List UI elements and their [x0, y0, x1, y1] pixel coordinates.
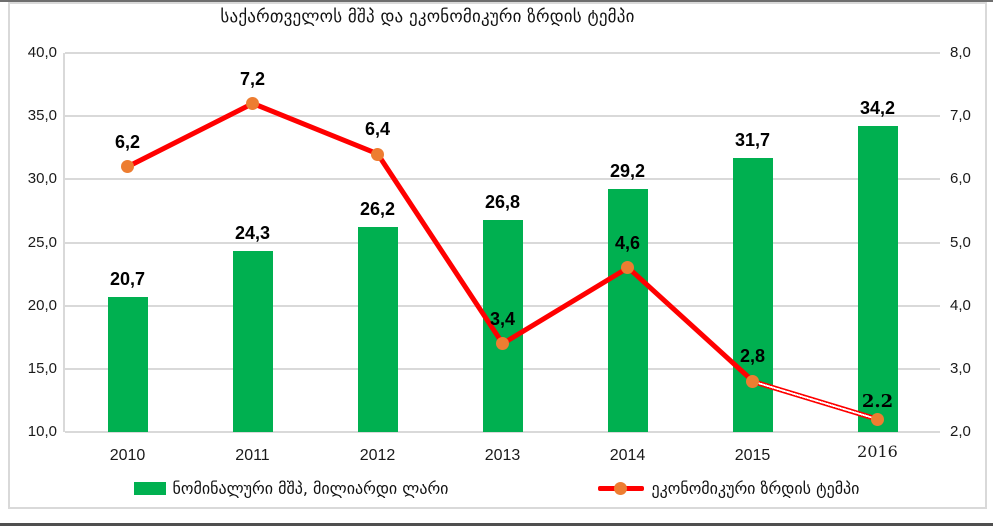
line-label-2016: 2.2 [861, 391, 894, 413]
y-axis-line [63, 53, 65, 432]
legend-item-nominal-gdp: ნომინალური მშპ, მილიარდი ლარი [133, 478, 449, 498]
bar-label-2013: 26,8 [484, 191, 521, 212]
legend-line-swatch [598, 481, 645, 495]
bar-2015 [732, 157, 773, 432]
gridline [65, 431, 940, 433]
x-axis-tick-2012: 2012 [359, 447, 396, 464]
y-axis-tick-left: 10,0 [27, 423, 57, 440]
chart-title: საქართველოს მშპ და ეკონომიკური ზრდის ტემ… [220, 7, 635, 27]
x-axis-tick-2014: 2014 [609, 447, 646, 464]
x-axis-tick-2016: 2016 [857, 442, 898, 461]
legend-label-nominal-gdp: ნომინალური მშპ, მილიარდი ლარი [172, 478, 449, 498]
line-marker-2010 [121, 160, 134, 174]
line-label-2011: 7,2 [239, 68, 266, 89]
bar-label-2012: 26,2 [359, 199, 396, 220]
gridline [65, 52, 940, 54]
y-axis-tick-left: 15,0 [27, 359, 57, 377]
bar-label-2015: 31,7 [734, 129, 771, 150]
bar-label-2014: 29,2 [609, 161, 646, 182]
y-axis-tick-right: 2,0 [950, 423, 971, 440]
line-marker-2012 [371, 147, 384, 161]
bar-label-2010: 20,7 [109, 268, 146, 289]
x-axis-tick-2013: 2013 [484, 447, 521, 464]
bar-label-2016: 34,2 [859, 98, 896, 119]
line-marker-2016 [871, 412, 884, 426]
y-axis-tick-left: 35,0 [27, 107, 57, 125]
legend: ნომინალური მშპ, მილიარდი ლარი ეკონომიკურ… [0, 474, 993, 502]
line-label-2012: 6,4 [364, 119, 391, 140]
line-label-2010: 6,2 [114, 131, 141, 152]
y-axis-tick-left: 40,0 [27, 44, 57, 61]
line-label-2015: 2,8 [739, 346, 766, 367]
bar-2014 [607, 189, 648, 432]
y-axis-tick-left: 25,0 [27, 233, 57, 251]
gridline [65, 178, 940, 181]
legend-label-growth-rate: ეკონომიკური ზრდის ტემპი [651, 478, 860, 498]
bar-2016 [857, 126, 898, 432]
y-axis-tick-left: 20,0 [27, 296, 57, 314]
y-axis-tick-right: 8,0 [950, 44, 971, 61]
x-axis-tick-2011: 2011 [235, 447, 270, 464]
bar-label-2011: 24,3 [234, 223, 271, 244]
y-axis-tick-right: 4,0 [950, 296, 971, 314]
y-axis-tick-left: 30,0 [27, 170, 57, 188]
x-axis-tick-2015: 2015 [734, 447, 771, 464]
line-label-2013: 3,4 [489, 308, 516, 329]
line-marker-2013 [496, 337, 509, 351]
y-axis-tick-right: 7,0 [950, 107, 971, 125]
legend-bar-swatch [133, 481, 166, 495]
bar-2010 [107, 296, 148, 432]
line-marker-2015 [746, 374, 759, 388]
line-label-2014: 4,6 [614, 232, 641, 253]
gridline [65, 115, 940, 118]
line-marker-2011 [246, 97, 259, 111]
y-axis-tick-right: 3,0 [950, 359, 971, 377]
x-axis-tick-2010: 2010 [109, 447, 146, 464]
bar-2011 [232, 251, 273, 432]
line-marker-2014 [621, 261, 634, 275]
legend-item-growth-rate: ეკონომიკური ზრდის ტემპი [598, 479, 859, 498]
screenshot-bottom-edge [0, 523, 993, 526]
chart-border [8, 2, 987, 509]
y-axis-tick-right: 6,0 [950, 170, 971, 188]
legend-marker-dot-icon [614, 481, 628, 495]
y-axis-tick-right: 5,0 [950, 233, 971, 251]
screenshot-top-edge [0, 0, 993, 2]
bar-2012 [357, 227, 398, 432]
